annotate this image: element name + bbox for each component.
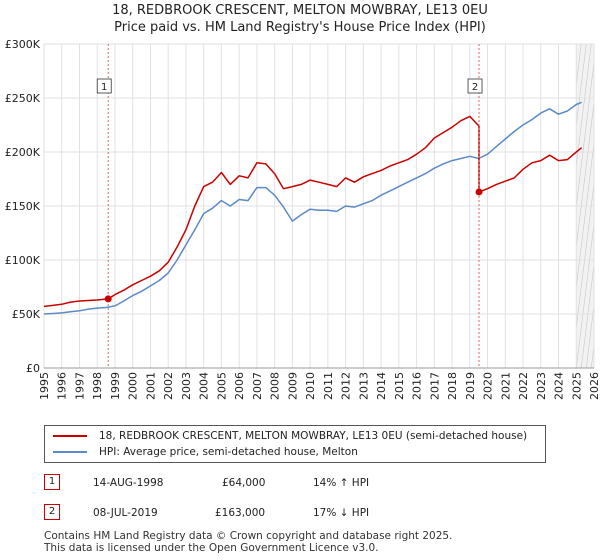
transaction-date: 08-JUL-2019 [93, 507, 158, 519]
x-tick-label: 2014 [375, 372, 388, 400]
x-tick-label: 2018 [446, 372, 459, 400]
x-tick-label: 1995 [38, 372, 51, 400]
x-tick-label: 2010 [304, 372, 317, 400]
x-tick-label: 2026 [588, 372, 600, 400]
y-tick-label: £300K [5, 38, 41, 51]
x-tick-label: 2009 [286, 372, 299, 400]
x-tick-label: 2019 [464, 372, 477, 400]
footer-copyright: Contains HM Land Registry data © Crown c… [44, 530, 453, 542]
x-tick-label: 2023 [535, 372, 548, 400]
x-tick-label: 2016 [411, 372, 424, 400]
hatch-line [596, 44, 600, 368]
chart-title: 18, REDBROOK CRESCENT, MELTON MOWBRAY, L… [112, 3, 488, 18]
sale-label: 1 [101, 82, 107, 93]
transaction-price: £163,000 [215, 507, 266, 519]
x-tick-label: 2017 [428, 372, 441, 400]
x-tick-label: 2021 [499, 372, 512, 400]
sale-label: 2 [472, 82, 478, 93]
grid [43, 43, 595, 369]
y-tick-label: £200K [5, 146, 41, 159]
y-tick-label: £100K [5, 254, 41, 267]
x-tick-label: 2003 [180, 372, 193, 400]
legend-swatch-hpi [53, 451, 87, 453]
x-tick-label: 2001 [144, 372, 157, 400]
y-tick-label: £250K [5, 92, 41, 105]
x-tick-label: 1996 [56, 372, 69, 400]
legend-swatch-property [53, 435, 87, 437]
x-tick-label: 1999 [109, 372, 122, 400]
price-chart: £0 £50K £100K £150K £200K £250K £300K 1995 1996… [5, 38, 600, 400]
transaction-row: 1 14-AUG-1998 £64,000 14% ↑ HPI [0, 474, 600, 494]
x-tick-label: 2005 [215, 372, 228, 400]
x-tick-label: 1997 [73, 372, 86, 400]
x-tick-label: 2012 [340, 372, 353, 400]
legend-item-property: 18, REDBROOK CRESCENT, MELTON MOWBRAY, L… [53, 429, 527, 443]
chart-subtitle: Price paid vs. HM Land Registry's House … [114, 20, 486, 35]
x-tick-label: 2006 [233, 372, 246, 400]
x-tick-label: 2007 [251, 372, 264, 400]
x-tick-label: 2000 [127, 372, 140, 400]
transaction-row: 2 08-JUL-2019 £163,000 17% ↓ HPI [0, 504, 600, 524]
transaction-badge: 2 [44, 504, 60, 520]
x-tick-label: 2011 [322, 372, 335, 400]
sale-point [104, 295, 112, 303]
x-tick-label: 2002 [162, 372, 175, 400]
y-tick-label: £150K [5, 200, 41, 213]
transaction-change: 14% ↑ HPI [313, 477, 370, 489]
legend-item-hpi: HPI: Average price, semi-detached house,… [53, 445, 358, 459]
x-tick-label: 2022 [517, 372, 530, 400]
x-tick-labels: 1995 1996 1997 1998 1999 2000 2001 2002 2003 2004… [38, 372, 600, 400]
sale-label-box [96, 78, 112, 94]
x-tick-label: 2020 [482, 372, 495, 400]
legend: 18, REDBROOK CRESCENT, MELTON MOWBRAY, L… [44, 425, 546, 463]
x-tick-label: 2013 [357, 372, 370, 400]
y-tick-labels: £0 £50K £100K £150K £200K £250K £300K [5, 38, 41, 375]
property-price-line [43, 115, 583, 308]
sale-point [475, 188, 483, 196]
x-tick-label: 2008 [269, 372, 282, 400]
legend-label-property: 18, REDBROOK CRESCENT, MELTON MOWBRAY, L… [99, 430, 528, 442]
x-tick-label: 2025 [570, 372, 583, 400]
sale-label-box [467, 78, 483, 94]
y-tick-label: £0 [26, 362, 40, 375]
x-tick-label: 2004 [198, 372, 211, 400]
x-tick-label: 2015 [393, 372, 406, 400]
x-tick-label: 1998 [91, 372, 104, 400]
x-tick-label: 2024 [553, 372, 566, 400]
footer-licence: This data is licensed under the Open Gov… [44, 542, 379, 554]
transaction-date: 14-AUG-1998 [93, 477, 164, 489]
transaction-badge: 1 [44, 474, 60, 490]
transaction-price: £64,000 [222, 477, 266, 489]
legend-label-hpi: HPI: Average price, semi-detached house,… [99, 446, 358, 458]
y-tick-label: £50K [12, 308, 41, 321]
hpi-line [43, 101, 582, 315]
series [43, 101, 583, 315]
transaction-change: 17% ↓ HPI [313, 507, 370, 519]
